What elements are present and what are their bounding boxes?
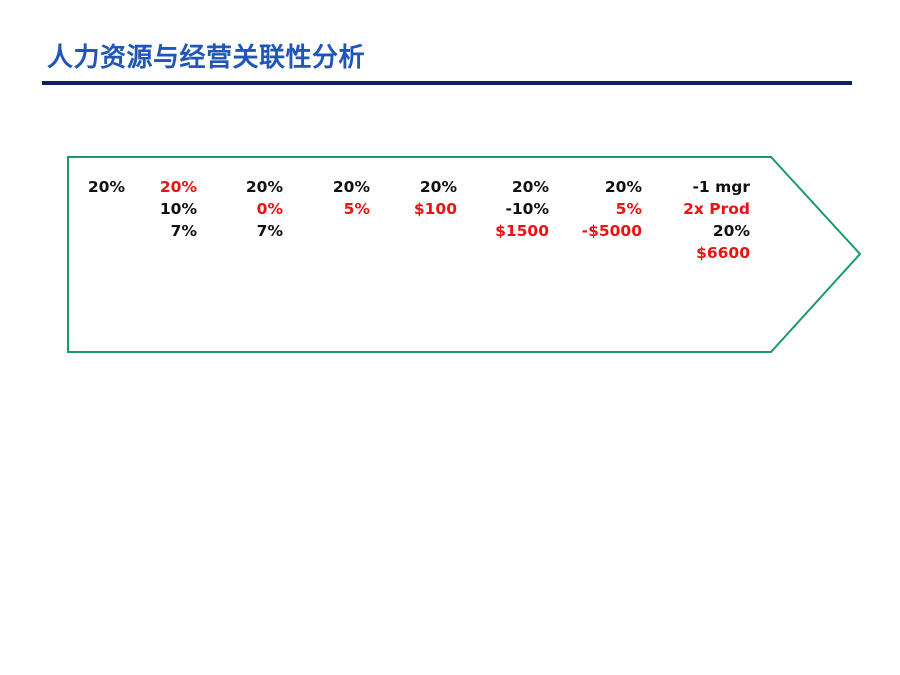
value-cell: -1 mgr xyxy=(692,178,750,196)
value-column-1: 20% xyxy=(88,176,125,198)
value-cell: 20% xyxy=(245,178,283,196)
value-cell: -$5000 xyxy=(581,222,642,240)
value-cell: 7% xyxy=(170,222,197,240)
value-cell: 7% xyxy=(256,222,283,240)
value-cell: 20% xyxy=(87,178,125,196)
value-cell: 5% xyxy=(615,200,642,218)
slide-title: 人力资源与经营关联性分析 xyxy=(47,43,366,73)
value-cell: $1500 xyxy=(495,222,549,240)
value-column-5: 20% $100 xyxy=(414,176,457,220)
value-column-4: 20% 5% xyxy=(333,176,370,220)
value-cell: 20% xyxy=(419,178,457,196)
value-cell: 0% xyxy=(256,200,283,218)
value-cell: 5% xyxy=(343,200,370,218)
title-underline xyxy=(42,81,852,85)
value-cell: 20% xyxy=(604,178,642,196)
value-column-3: 20% 0% 7% xyxy=(246,176,283,242)
value-cell: 20% xyxy=(511,178,549,196)
value-cell: 20% xyxy=(159,178,197,196)
value-column-8: -1 mgr 2x Prod 20% $6600 xyxy=(683,176,750,264)
value-cell: $6600 xyxy=(696,244,750,262)
value-column-2: 20% 10% 7% xyxy=(160,176,197,242)
value-cell: -10% xyxy=(505,200,549,218)
value-cell: 10% xyxy=(159,200,197,218)
value-cell: $100 xyxy=(413,200,457,218)
value-cell: 20% xyxy=(332,178,370,196)
value-cell: 20% xyxy=(712,222,750,240)
value-column-6: 20% -10% $1500 xyxy=(495,176,549,242)
value-column-7: 20% 5% -$5000 xyxy=(582,176,642,242)
value-cell: 2x Prod xyxy=(683,200,750,218)
